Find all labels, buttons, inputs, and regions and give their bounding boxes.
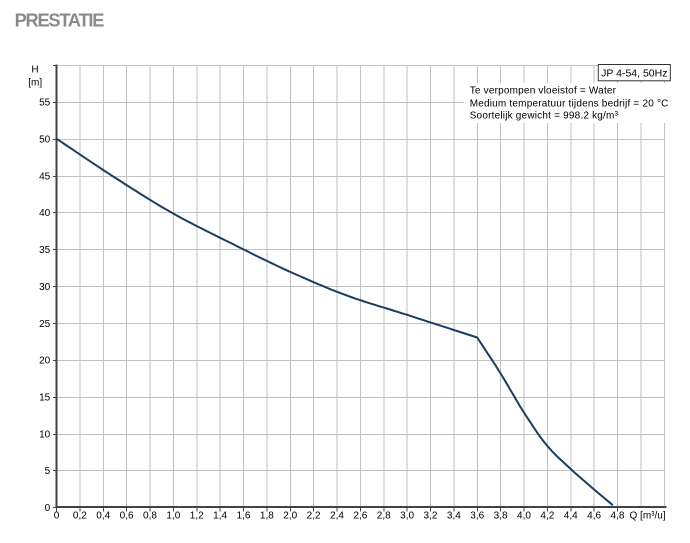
svg-text:0,6: 0,6 (120, 511, 134, 522)
svg-text:2,6: 2,6 (353, 511, 367, 522)
svg-text:2,0: 2,0 (283, 511, 297, 522)
svg-text:1,8: 1,8 (260, 511, 274, 522)
svg-text:Medium temperatuur tijdens bed: Medium temperatuur tijdens bedrijf = 20 … (470, 99, 669, 110)
svg-text:4,6: 4,6 (587, 511, 601, 522)
svg-text:3,2: 3,2 (424, 511, 438, 522)
svg-text:30: 30 (39, 282, 51, 293)
svg-text:1,0: 1,0 (166, 511, 180, 522)
svg-text:25: 25 (39, 319, 51, 330)
svg-text:1,2: 1,2 (190, 511, 204, 522)
svg-text:2,2: 2,2 (307, 511, 321, 522)
svg-text:4,4: 4,4 (564, 511, 578, 522)
svg-text:40: 40 (39, 208, 51, 219)
svg-text:3,0: 3,0 (400, 511, 414, 522)
svg-text:3,6: 3,6 (470, 511, 484, 522)
svg-text:20: 20 (39, 356, 51, 367)
svg-text:0,4: 0,4 (96, 511, 110, 522)
svg-text:0,8: 0,8 (143, 511, 157, 522)
svg-text:0: 0 (54, 511, 60, 522)
svg-text:55: 55 (39, 98, 51, 109)
svg-text:4,0: 4,0 (517, 511, 531, 522)
svg-text:4,2: 4,2 (540, 511, 554, 522)
svg-text:10: 10 (39, 429, 51, 440)
svg-text:H: H (31, 65, 38, 76)
svg-text:45: 45 (39, 171, 51, 182)
svg-text:0,2: 0,2 (73, 511, 87, 522)
svg-text:[m]: [m] (28, 77, 42, 88)
svg-text:Q [m³/u]: Q [m³/u] (630, 511, 666, 522)
svg-text:JP 4-54, 50Hz: JP 4-54, 50Hz (601, 67, 667, 79)
svg-text:3,8: 3,8 (494, 511, 508, 522)
svg-text:4,8: 4,8 (611, 511, 625, 522)
svg-text:35: 35 (39, 245, 51, 256)
svg-text:5: 5 (45, 466, 51, 477)
svg-text:0: 0 (45, 503, 51, 514)
svg-text:1,6: 1,6 (237, 511, 251, 522)
svg-text:3,4: 3,4 (447, 511, 461, 522)
svg-text:50: 50 (39, 135, 51, 146)
svg-text:2,8: 2,8 (377, 511, 391, 522)
svg-text:Te verpompen vloeistof = Water: Te verpompen vloeistof = Water (470, 86, 617, 97)
svg-text:1,4: 1,4 (213, 511, 227, 522)
svg-text:PRESTATIE: PRESTATIE (15, 10, 105, 30)
svg-text:2,4: 2,4 (330, 511, 344, 522)
svg-text:Soortelijk gewicht = 998.2 kg/: Soortelijk gewicht = 998.2 kg/m³ (470, 111, 619, 122)
svg-text:15: 15 (39, 392, 51, 403)
